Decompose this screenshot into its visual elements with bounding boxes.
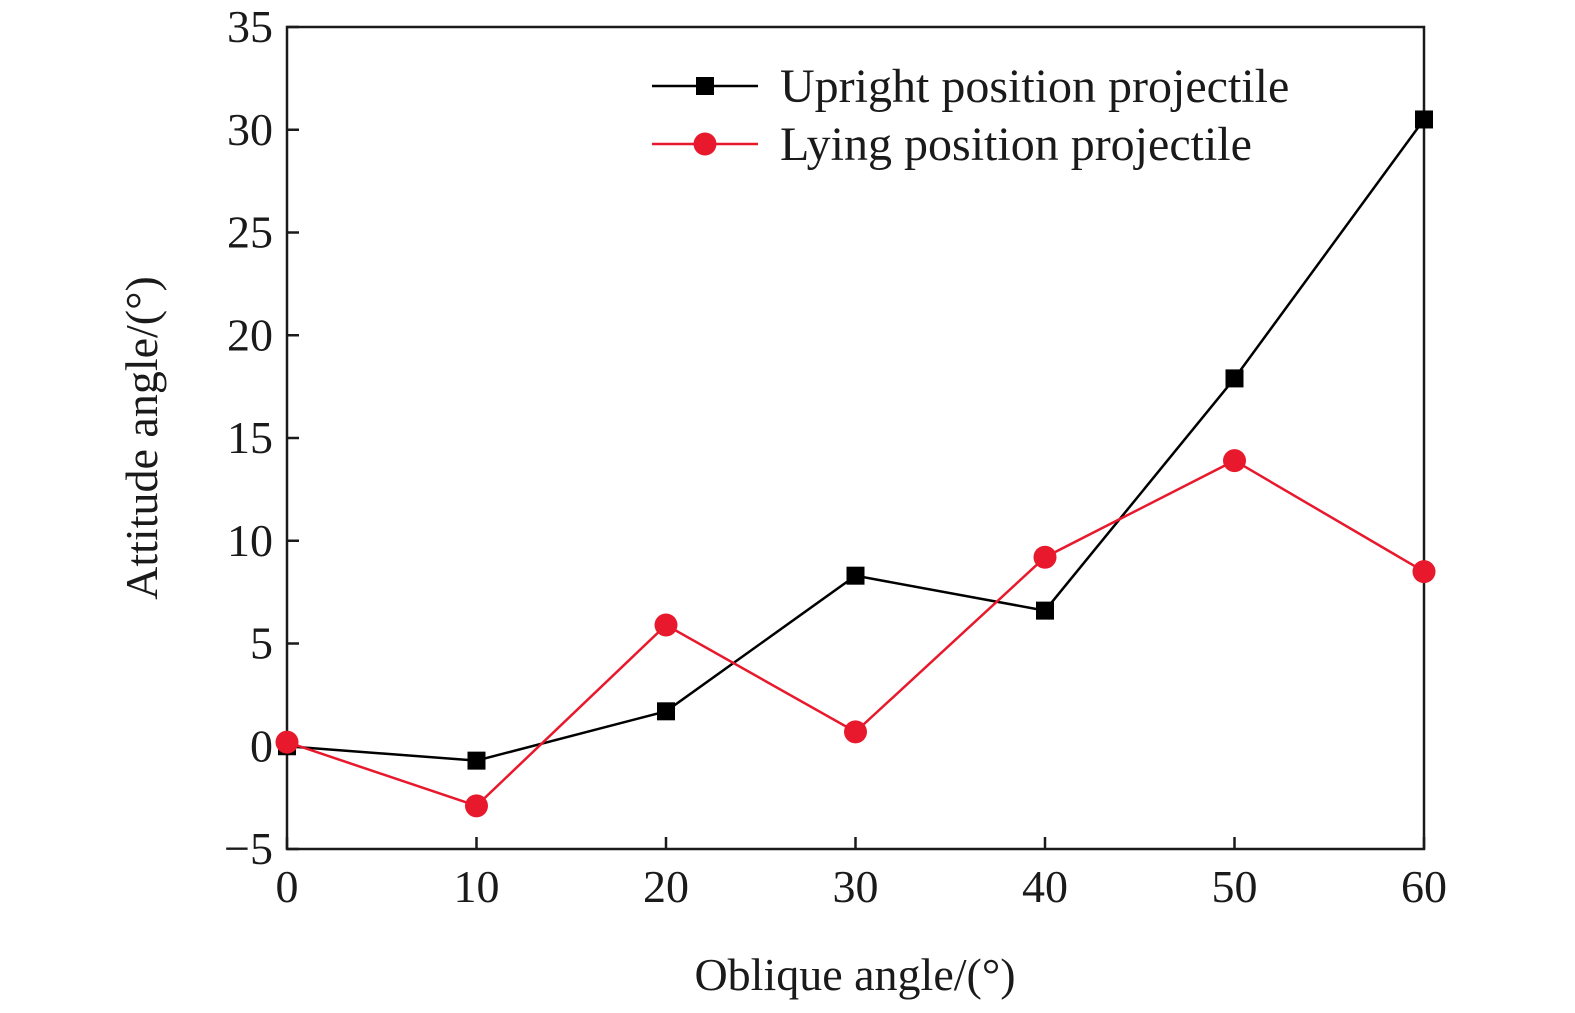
y-tick-label: 20 (227, 309, 273, 360)
y-tick-label: 0 (250, 720, 273, 771)
y-axis: −5 0 5 10 15 20 25 30 35 (224, 1, 299, 874)
x-tick-label: 0 (276, 861, 299, 912)
y-tick-label: 10 (227, 515, 273, 566)
y-tick-label: 5 (250, 618, 273, 669)
x-tick-label: 40 (1022, 861, 1068, 912)
y-tick-label: −5 (224, 823, 273, 874)
x-axis: 0 10 20 30 40 50 60 (276, 837, 1447, 912)
x-tick-label: 20 (643, 861, 689, 912)
x-tick-label: 50 (1212, 861, 1258, 912)
data-point (1223, 449, 1246, 473)
x-tick-label: 10 (454, 861, 500, 912)
data-point (846, 566, 865, 585)
data-point (657, 702, 675, 721)
x-tick-label: 30 (833, 861, 879, 912)
legend-marker (696, 77, 714, 95)
data-point (654, 613, 678, 637)
y-tick-label: 25 (227, 207, 273, 258)
data-point (1225, 369, 1244, 388)
x-axis-label: Oblique angle/(°) (694, 949, 1015, 1000)
data-point (1036, 601, 1054, 620)
series-line (286, 118, 1426, 762)
x-tick-label: 60 (1401, 861, 1447, 912)
data-point (465, 794, 488, 818)
data-point (1412, 560, 1436, 584)
data-point (844, 720, 867, 744)
y-tick-label: 15 (227, 412, 273, 463)
y-axis-label: Attitude angle/(°) (116, 276, 167, 600)
y-tick-label: 30 (227, 104, 273, 155)
data-point (467, 751, 486, 770)
data-point (1415, 110, 1433, 129)
legend-label: Lying position projectile (780, 118, 1252, 171)
series-line (286, 459, 1425, 808)
series-lying (275, 449, 1436, 818)
series-upright (278, 110, 1433, 770)
data-point (1033, 545, 1057, 569)
data-point (275, 730, 299, 754)
legend-label: Upright position projectile (780, 60, 1289, 113)
series-layer (275, 110, 1436, 818)
y-tick-label: 35 (227, 1, 273, 52)
legend-marker (693, 132, 717, 156)
